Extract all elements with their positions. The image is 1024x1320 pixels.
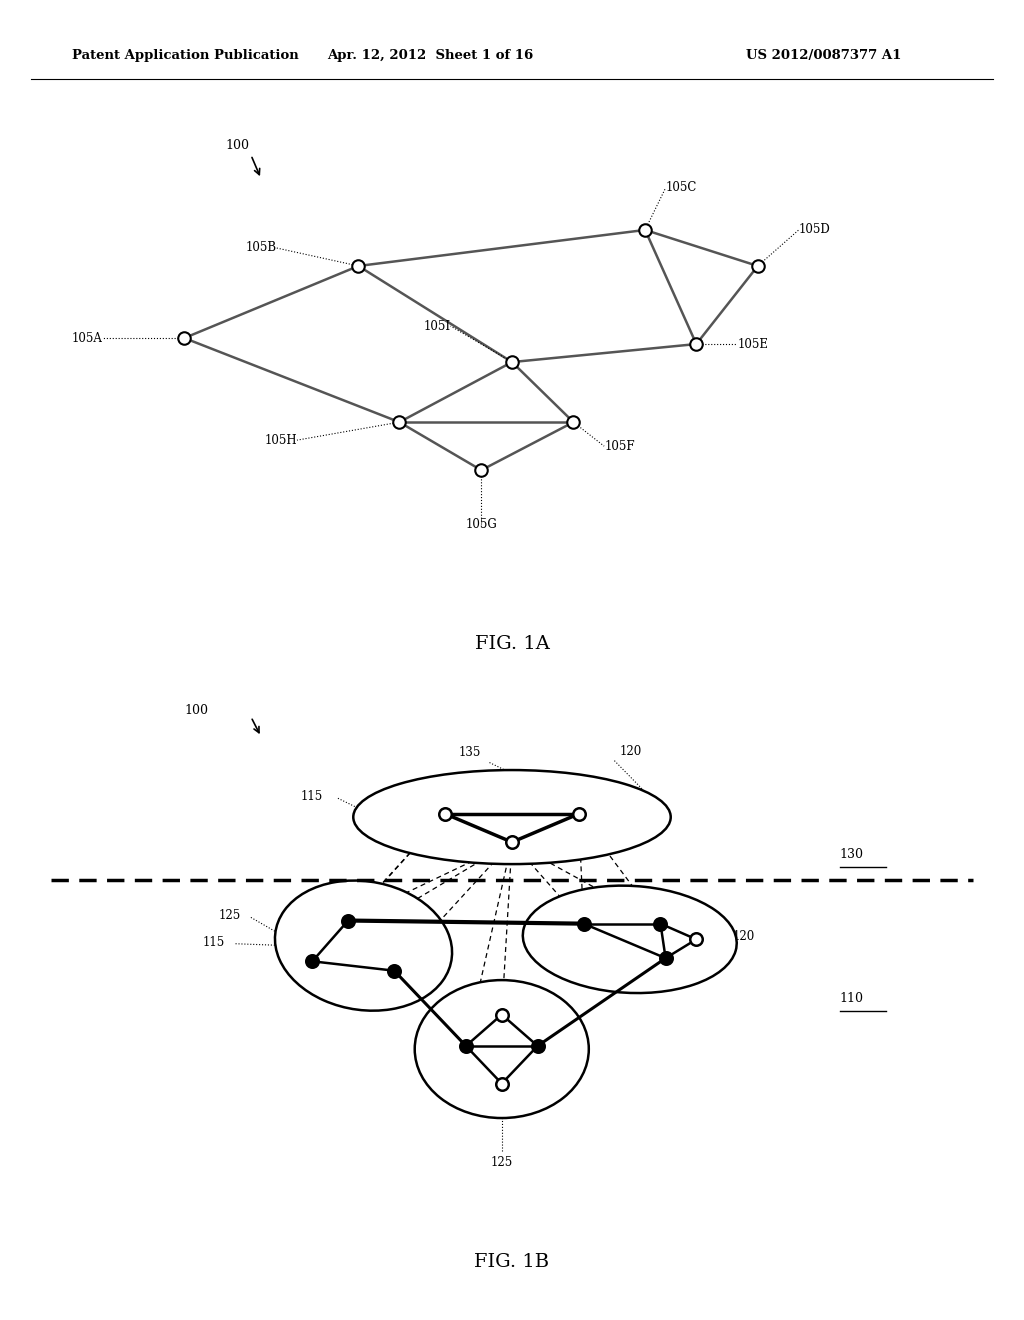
- Text: 105G: 105G: [465, 517, 498, 531]
- Text: 120: 120: [732, 929, 755, 942]
- Text: 115: 115: [300, 789, 323, 803]
- Text: 105B: 105B: [246, 242, 276, 255]
- Ellipse shape: [353, 770, 671, 865]
- Text: 115: 115: [203, 936, 225, 949]
- Text: 105E: 105E: [737, 338, 768, 351]
- Text: 105C: 105C: [666, 181, 697, 194]
- Text: FIG. 1B: FIG. 1B: [474, 1253, 550, 1271]
- Text: 105F: 105F: [604, 440, 635, 453]
- Text: Apr. 12, 2012  Sheet 1 of 16: Apr. 12, 2012 Sheet 1 of 16: [327, 49, 534, 62]
- Text: 105H: 105H: [264, 434, 297, 446]
- Text: 135: 135: [459, 746, 481, 759]
- Text: 105A: 105A: [72, 331, 102, 345]
- Text: FIG. 1A: FIG. 1A: [474, 635, 550, 653]
- Ellipse shape: [275, 880, 452, 1011]
- Text: 120: 120: [620, 746, 642, 758]
- Text: Patent Application Publication: Patent Application Publication: [72, 49, 298, 62]
- Text: 130: 130: [840, 849, 863, 861]
- Text: US 2012/0087377 A1: US 2012/0087377 A1: [745, 49, 901, 62]
- Text: 100: 100: [225, 140, 249, 152]
- Text: 125: 125: [490, 1156, 513, 1168]
- Ellipse shape: [415, 979, 589, 1118]
- Ellipse shape: [523, 886, 736, 993]
- Text: 105I: 105I: [424, 319, 451, 333]
- Text: 105D: 105D: [799, 223, 830, 236]
- Text: 100: 100: [184, 704, 208, 717]
- Text: 110: 110: [840, 993, 863, 1006]
- Text: 125: 125: [218, 909, 241, 921]
